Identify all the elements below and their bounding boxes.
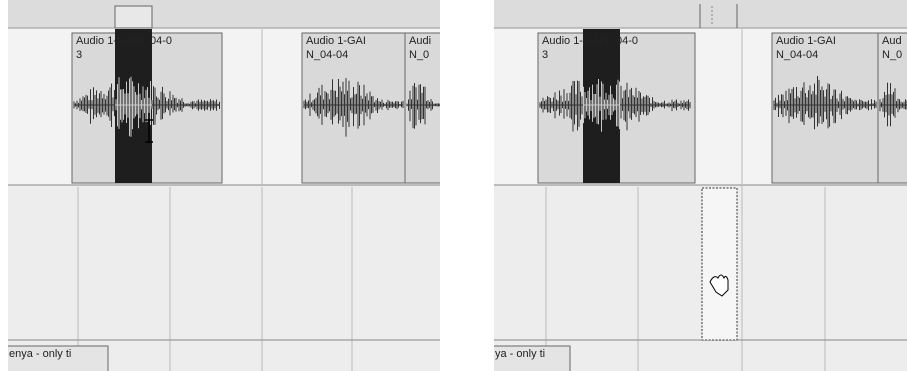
clip-label: ya - only ti (495, 348, 545, 360)
clip-label: N_0 (409, 49, 429, 61)
clip-label: Aud (882, 35, 902, 47)
clip-label: N_04-04 (306, 49, 348, 61)
selection-marker (115, 6, 152, 28)
clip-label: N_0 (882, 49, 902, 61)
drag-selection (702, 188, 737, 340)
clip-label: Audi (409, 35, 431, 47)
screenshot: Audio 1-GAIN_04-0 3 Audio 1-GAI N_04-04 … (0, 0, 907, 371)
clip-label: Audio 1-GAI (776, 35, 836, 47)
clip-label: Audio 1-GAIN_04-0 (76, 35, 172, 47)
ruler (8, 0, 440, 28)
clip-label: enya - only ti (9, 348, 71, 360)
clip-label: Audio 1-GAI (306, 35, 366, 47)
clip-label: 3 (76, 49, 82, 61)
left-panel: Audio 1-GAIN_04-0 3 Audio 1-GAI N_04-04 … (6, 0, 445, 371)
clip-label: Audio 1-GAIN_04-0 (542, 35, 638, 47)
clip-label: N_04-04 (776, 49, 818, 61)
clip-label: 3 (542, 49, 548, 61)
right-panel: Audio 1-GAIN_04-0 3 Audio 1-GAI N_04-04 … (490, 0, 907, 371)
